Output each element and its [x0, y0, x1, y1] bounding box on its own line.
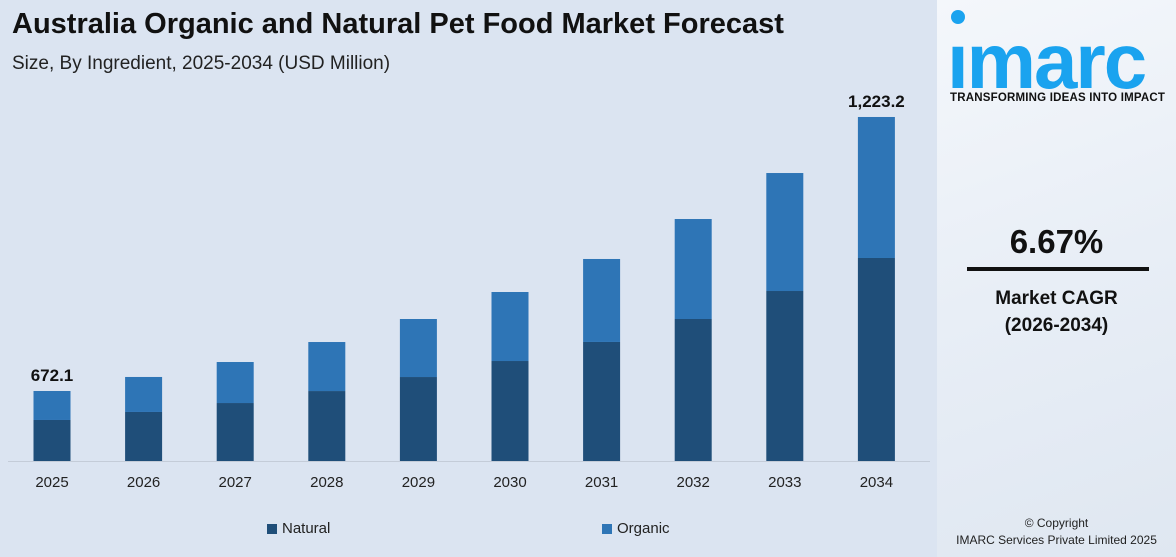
legend-label-natural: Natural — [282, 520, 331, 537]
tagline: TRANSFORMING IDEAS INTO IMPACT — [950, 92, 1166, 104]
x-tick-label: 2027 — [219, 474, 252, 491]
cagr-label: Market CAGR (2026-2034) — [937, 285, 1176, 339]
legend-swatch-natural — [267, 523, 277, 534]
copyright-company: IMARC Services Private Limited 2025 — [956, 533, 1157, 547]
bar-organic-2025 — [33, 390, 71, 420]
cagr-value: 6.67% — [1009, 223, 1104, 260]
chart-subtitle: Size, By Ingredient, 2025-2034 (USD Mill… — [12, 53, 391, 74]
cagr-label-line2: (2026-2034) — [1004, 315, 1109, 336]
bar-organic-2028 — [308, 342, 346, 392]
legend-swatch-organic — [602, 523, 612, 534]
side-panel: ımarc TRANSFORMING IDEAS INTO IMPACT 6.6… — [937, 0, 1176, 557]
imarc-logo: ımarc — [947, 10, 1148, 93]
x-tick-label: 2030 — [493, 474, 526, 491]
legend-natural: Natural — [267, 520, 330, 537]
x-tick-label: 2033 — [768, 474, 801, 491]
bar-natural-2030 — [491, 361, 529, 461]
bar-natural-2029 — [399, 377, 437, 461]
divider — [967, 267, 1149, 271]
x-tick-label: 2028 — [310, 474, 343, 491]
bar-organic-2030 — [491, 292, 529, 362]
x-tick-label: 2025 — [35, 474, 68, 491]
bar-organic-2032 — [674, 219, 712, 319]
bar-natural-2026 — [125, 411, 163, 461]
chart-title: Australia Organic and Natural Pet Food M… — [12, 8, 784, 40]
data-label: 1,223.2 — [848, 92, 905, 111]
bar-natural-2027 — [216, 403, 254, 461]
cagr-label-line1: Market CAGR — [995, 288, 1118, 309]
bar-organic-2027 — [216, 362, 254, 404]
x-tick-label: 2031 — [585, 474, 618, 491]
bar-organic-2031 — [583, 258, 621, 342]
copyright: © Copyright IMARC Services Private Limit… — [937, 515, 1176, 549]
svg-text:ımarc: ımarc — [947, 17, 1146, 93]
bar-natural-2032 — [674, 318, 712, 461]
x-tick-label: 2032 — [677, 474, 710, 491]
bar-organic-2026 — [125, 376, 163, 412]
bar-organic-2033 — [766, 173, 804, 292]
x-tick-label: 2029 — [402, 474, 435, 491]
bar-natural-2034 — [857, 257, 895, 461]
bar-natural-2028 — [308, 391, 346, 461]
legend-organic: Organic — [602, 520, 670, 537]
bar-organic-2029 — [399, 318, 437, 378]
bar-natural-2031 — [583, 341, 621, 461]
x-tick-label: 2034 — [860, 474, 893, 491]
stacked-bar-chart: 2025 672.1 2026 2027 2028 2029 2030 2031 2032 203… — [8, 92, 930, 491]
bar-natural-2033 — [766, 291, 804, 461]
x-tick-label: 2026 — [127, 474, 160, 491]
bar-natural-2025 — [33, 419, 71, 461]
copyright-label: © Copyright — [1024, 516, 1089, 530]
bar-organic-2034 — [857, 116, 895, 258]
data-label: 672.1 — [31, 366, 74, 385]
legend-label-organic: Organic — [617, 520, 670, 537]
